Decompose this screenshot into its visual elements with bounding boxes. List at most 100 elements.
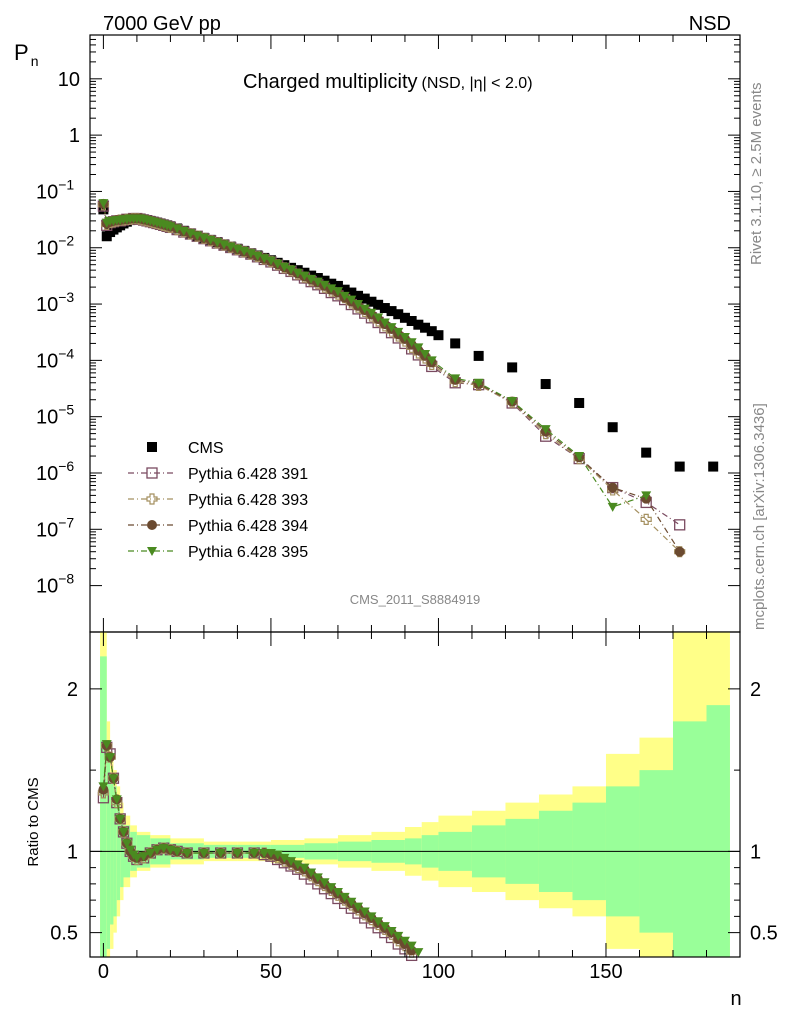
- data-point: [98, 199, 109, 209]
- ratio-point: [101, 740, 112, 750]
- y-tick-label: 10−3: [36, 289, 74, 316]
- data-point: [607, 422, 618, 433]
- data-point: [245, 249, 256, 259]
- ratio-point: [319, 878, 330, 888]
- ratio-point: [386, 927, 397, 936]
- data-point: [326, 278, 337, 289]
- data-point: [239, 246, 250, 256]
- ratio-y-tick-label: 2: [67, 679, 78, 701]
- data-point: [413, 343, 424, 353]
- ratio-point: [145, 849, 156, 858]
- ratio-point: [108, 774, 119, 784]
- data-point: [507, 362, 518, 373]
- rivet-label: Rivet 3.1.10, ≥ 2.5M events: [748, 83, 765, 266]
- data-point: [433, 330, 444, 341]
- data-point: [339, 284, 350, 295]
- data-point: [420, 322, 431, 333]
- data-point: [379, 318, 390, 328]
- data-point: [353, 290, 364, 301]
- data-point: [420, 349, 431, 359]
- ratio-y-tick-label: 1: [67, 841, 78, 863]
- ratio-point: [172, 847, 183, 857]
- data-point: [272, 259, 283, 269]
- data-point: [426, 326, 437, 337]
- ratio-point: [215, 849, 226, 858]
- y-tick-label: 10: [58, 69, 80, 91]
- ratio-point: [152, 845, 163, 855]
- data-point: [359, 293, 370, 304]
- data-point: [393, 327, 404, 337]
- x-tick-label: 0: [98, 961, 109, 983]
- series-4: [98, 199, 652, 512]
- ratio-point: [115, 814, 126, 824]
- data-point: [607, 482, 618, 493]
- data-point: [406, 316, 417, 327]
- band-inner: [100, 656, 107, 957]
- analysis-id: CMS_2011_S8884919: [350, 592, 481, 607]
- ratio-point: [138, 852, 149, 862]
- x-tick-label: 100: [422, 961, 455, 983]
- ratio-y-tick-label: 0.5: [50, 923, 78, 945]
- ratio-point: [413, 948, 424, 958]
- y-tick-label: 10−2: [36, 233, 74, 260]
- legend-label: Pythia 6.428 393: [188, 492, 308, 509]
- y-tick-label: 10−8: [36, 571, 74, 598]
- data-point: [426, 356, 437, 366]
- ratio-point: [339, 892, 350, 902]
- data-point: [339, 291, 350, 301]
- data-point: [607, 502, 618, 512]
- data-point: [674, 461, 685, 472]
- ratio-y-tick-label-right: 0.5: [750, 923, 778, 945]
- data-point: [399, 332, 410, 342]
- data-point: [674, 519, 686, 531]
- data-point: [332, 280, 343, 291]
- data-point: [473, 378, 484, 388]
- legend-label: Pythia 6.428 391: [188, 466, 308, 483]
- ratio-point: [105, 753, 116, 763]
- data-point: [450, 338, 461, 349]
- y-tick-label: 10−7: [36, 514, 74, 541]
- data-point: [326, 284, 337, 294]
- data-point: [640, 513, 652, 525]
- data-point: [708, 461, 719, 472]
- y-tick-label: 10−1: [36, 176, 74, 203]
- ratio-point: [286, 857, 297, 867]
- ratio-point: [182, 849, 193, 858]
- ratio-point: [373, 917, 384, 927]
- ratio-point: [111, 795, 122, 805]
- ratio-point: [346, 897, 357, 907]
- ratio-point: [118, 827, 129, 837]
- y-tick-label: 10−5: [36, 402, 74, 429]
- legend-marker: [146, 467, 158, 479]
- data-point: [674, 546, 685, 557]
- x-axis-label: n: [730, 988, 741, 1010]
- data-point: [386, 306, 397, 317]
- data-point: [299, 271, 310, 281]
- data-point: [540, 425, 551, 435]
- data-point: [574, 397, 585, 408]
- data-point: [319, 275, 330, 286]
- ratio-point: [306, 868, 317, 878]
- ratio-point: [131, 853, 142, 863]
- ratio-point: [198, 849, 209, 858]
- header-right: NSD: [689, 13, 731, 35]
- data-point: [172, 224, 183, 234]
- data-point: [279, 262, 290, 272]
- ratio-series-3: [98, 740, 424, 958]
- ratio-point: [359, 907, 370, 917]
- ratio-point: [393, 931, 404, 941]
- data-point: [353, 300, 364, 310]
- arxiv-label: mcplots.cern.ch [arXiv:1306.3436]: [751, 403, 768, 630]
- data-point: [312, 277, 323, 287]
- legend-label: CMS: [188, 440, 224, 457]
- data-point: [386, 323, 397, 333]
- data-point: [399, 312, 410, 323]
- legend-label: Pythia 6.428 395: [188, 544, 308, 561]
- data-point: [473, 350, 484, 361]
- data-point: [319, 280, 330, 290]
- y-tick-label: 10−4: [36, 345, 74, 372]
- data-point: [259, 254, 270, 264]
- data-point: [641, 491, 652, 501]
- ratio-point: [279, 853, 290, 863]
- ratio-point: [292, 860, 303, 870]
